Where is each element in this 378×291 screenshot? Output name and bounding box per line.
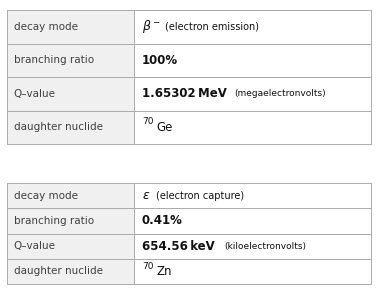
Text: Ge: Ge [156,121,172,134]
Bar [134,111,371,144]
Text: $\epsilon$: $\epsilon$ [142,189,150,202]
Text: (electron capture): (electron capture) [156,191,244,201]
Text: Q–value: Q–value [14,241,56,251]
Bar [7,44,134,77]
Text: 654.56 keV: 654.56 keV [142,239,214,253]
Text: daughter nuclide: daughter nuclide [14,122,102,132]
Bar [7,77,134,111]
Text: branching ratio: branching ratio [14,55,94,65]
Text: decay mode: decay mode [14,22,77,32]
Bar [134,77,371,111]
Bar [134,10,371,44]
Bar [134,259,371,284]
Bar [7,233,134,259]
Text: decay mode: decay mode [14,191,77,201]
Text: 70: 70 [142,117,153,126]
Text: 0.41%: 0.41% [142,214,183,228]
Text: Zn: Zn [156,265,172,278]
Bar [134,44,371,77]
Bar [134,208,371,233]
Bar [134,183,371,208]
Text: 100%: 100% [142,54,178,67]
Text: 70: 70 [142,262,153,271]
Bar [7,10,134,44]
Text: $\beta^-$: $\beta^-$ [142,18,161,36]
Bar [7,111,134,144]
Bar [7,259,134,284]
Text: (megaelectronvolts): (megaelectronvolts) [234,89,326,98]
Bar [7,208,134,233]
Text: 1.65302 MeV: 1.65302 MeV [142,87,227,100]
Bar [134,233,371,259]
Text: (kiloelectronvolts): (kiloelectronvolts) [224,242,306,251]
Bar [7,183,134,208]
Text: branching ratio: branching ratio [14,216,94,226]
Text: daughter nuclide: daughter nuclide [14,266,102,276]
Text: Q–value: Q–value [14,89,56,99]
Text: (electron emission): (electron emission) [165,22,259,32]
